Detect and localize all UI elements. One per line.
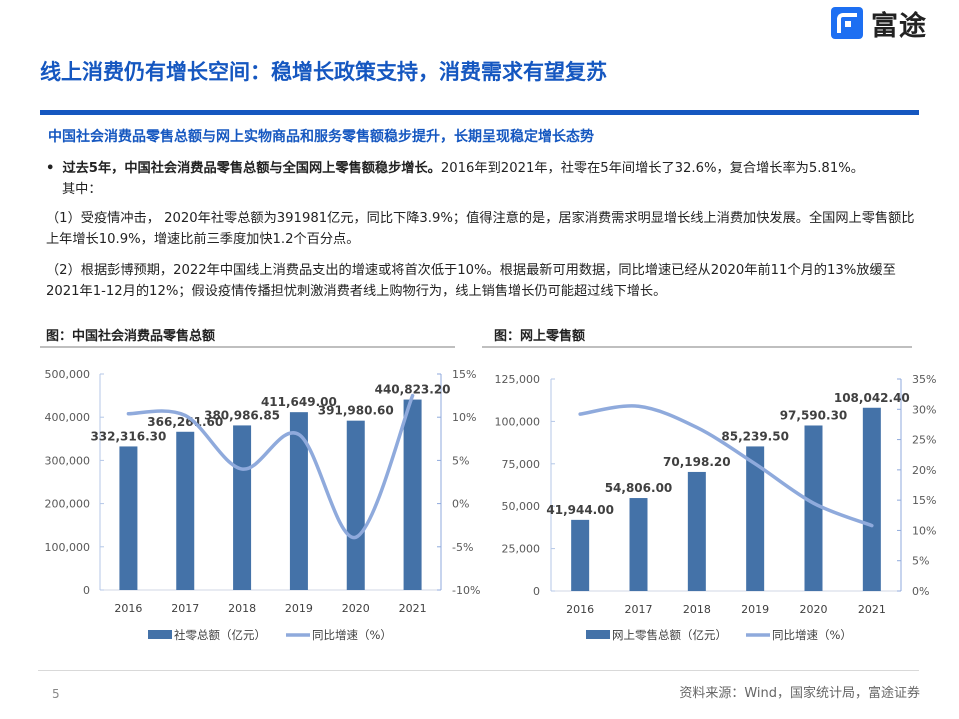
bar [571,519,590,591]
brand-name: 富途 [871,10,927,42]
right-axis-label: 25% [912,434,936,447]
bar-value-label: 332,316.30 [90,429,166,443]
right-axis-label: 0% [912,585,929,598]
right-axis-label: 10% [912,524,936,537]
chart-2-title: 图：网上零售额 [494,329,586,344]
bar-value-label: 411,649.00 [261,395,337,409]
left-axis-label: 75,000 [502,458,541,471]
page-number: 5 [52,687,60,701]
title-divider [40,110,919,115]
growth-line [126,393,415,540]
x-axis-label: 2019 [741,603,769,616]
bar [119,446,138,590]
bullet-tail: 其中： [62,182,102,197]
left-axis-label: 50,000 [502,500,541,513]
bar-value-label: 366,261.60 [147,415,223,429]
bar [629,498,648,591]
x-axis-label: 2021 [858,603,886,616]
x-axis-label: 2016 [566,603,594,616]
bar [862,407,881,591]
left-axis-label: 100,000 [495,415,541,428]
right-axis-label: -10% [452,584,480,597]
right-axis-label: -5% [452,541,473,554]
x-axis-label: 2016 [114,602,142,615]
bar [687,471,706,591]
x-axis-label: 2020 [800,603,828,616]
bar [233,425,252,590]
bar [746,446,765,591]
left-axis-label: 400,000 [45,411,91,424]
bar-value-label: 41,944.00 [546,503,614,517]
left-axis-label: 125,000 [495,373,541,386]
section-subtitle: 中国社会消费品零售总额与网上实物商品和服务零售额稳步提升，长期呈现稳定增长态势 [48,129,594,145]
x-axis-label: 2020 [342,602,370,615]
bar-value-label: 54,806.00 [605,481,673,495]
bar-value-label: 70,198.20 [663,455,731,469]
bullet-icon: • [46,161,55,176]
growth-line [578,404,874,528]
footer-divider [38,670,919,671]
x-axis-label: 2019 [285,602,313,615]
bar [346,420,365,590]
bar-value-label: 391,980.60 [318,404,394,418]
source-note: 资料来源：Wind，国家统计局，富途证券 [679,686,920,701]
point-1-paragraph: （1）受疫情冲击， 2020年社零总额为391981亿元，同比下降3.9%；值得… [46,211,915,247]
legend-bar-swatch [148,630,172,639]
right-axis-label: 15% [452,368,476,381]
left-axis-label: 500,000 [45,368,91,381]
bullet-paragraph: • 过去5年，中国社会消费品零售总额与全国网上零售额稳步增长。2016年到2021… [46,158,916,200]
right-axis-label: 0% [452,498,469,511]
bar [289,412,308,590]
x-axis-label: 2018 [683,603,711,616]
chart-1-divider [40,346,455,348]
legend-line-label: 同比增速（%） [312,628,392,642]
legend-bar-label: 社零总额（亿元） [174,628,266,642]
bar [176,431,195,590]
legend-bar-label: 网上零售总额（亿元） [612,628,727,642]
bar-value-label: 440,823.20 [375,383,451,397]
brand-logo: 富途 [831,6,927,42]
chart-1-title: 图：中国社会消费品零售总额 [46,329,216,344]
right-axis-label: 20% [912,464,936,477]
bar-value-label: 380,986.85 [204,408,280,422]
chart-2-divider [482,346,912,348]
left-axis-label: 300,000 [45,454,91,467]
bar-value-label: 97,590.30 [780,408,848,422]
legend-bar-swatch [586,630,610,639]
right-axis-label: 5% [912,555,929,568]
bar [403,399,422,590]
bullet-bold-text: 过去5年，中国社会消费品零售总额与全国网上零售额稳步增长。 [62,161,441,176]
right-axis-label: 35% [912,373,936,386]
bullet-text: 2016年到2021年，社零在5年间增长了32.6%，复合增长率为5.81%。 [440,161,864,176]
futu-logo-icon [831,7,863,39]
point-2-paragraph: （2）根据彭博预期，2022年中国线上消费品支出的增速或将首次低于10%。根据最… [46,263,896,299]
legend-line-label: 同比增速（%） [772,628,852,642]
left-axis-label: 0 [533,585,540,598]
bar-value-label: 108,042.40 [834,391,910,405]
left-axis-label: 200,000 [45,498,91,511]
x-axis-label: 2017 [171,602,199,615]
x-axis-label: 2017 [625,603,653,616]
x-axis-label: 2021 [399,602,427,615]
bar-value-label: 85,239.50 [721,429,789,443]
left-axis-label: 25,000 [502,543,541,556]
left-axis-label: 100,000 [45,541,91,554]
bar [804,425,823,591]
page-title: 线上消费仍有增长空间：稳增长政策支持，消费需求有望复苏 [40,60,607,84]
x-axis-label: 2018 [228,602,256,615]
left-axis-label: 0 [83,584,90,597]
right-axis-label: 30% [912,403,936,416]
right-axis-label: 15% [912,494,936,507]
right-axis-label: 10% [452,411,476,424]
right-axis-label: 5% [452,454,469,467]
